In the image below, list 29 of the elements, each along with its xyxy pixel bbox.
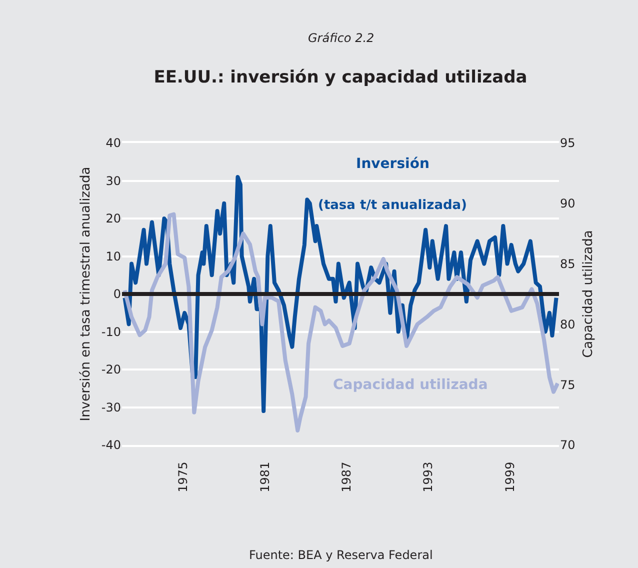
chart-subtitle: Gráfico 2.2 [308, 31, 374, 45]
source-note: Fuente: BEA y Reserva Federal [249, 548, 433, 562]
y2-tick-label: 75 [560, 378, 576, 392]
x-tick-label: 1993 [421, 462, 436, 492]
x-tick-label: 1999 [502, 462, 517, 492]
y-axis-title: Inversión en tasa trimestral anualizada [78, 166, 94, 422]
x-tick-label: 1975 [176, 462, 190, 492]
y-tick-label: -40 [101, 438, 121, 452]
y2-tick-label: 90 [560, 196, 576, 211]
x-tick-label: 1981 [258, 462, 272, 492]
y-tick-label: 10 [106, 249, 121, 264]
y-tick-label: 30 [106, 174, 121, 188]
y-tick-label: -10 [101, 324, 121, 339]
y2-tick-label: 70 [560, 438, 576, 452]
y2-tick-label: 85 [560, 257, 576, 271]
x-tick-label: 1987 [340, 462, 354, 492]
chart-title: EE.UU.: inversión y capacidad utilizada [154, 68, 528, 88]
y-tick-label: -30 [101, 400, 121, 414]
y-tick-label: 40 [106, 136, 121, 150]
y2-tick-label: 80 [560, 317, 576, 332]
y-tick-label: -20 [101, 362, 121, 377]
annotation: (tasa t/t anualizada) [318, 198, 467, 213]
y2-axis-title: Capacidad utilizada [580, 230, 596, 358]
y-tick-label: 20 [106, 212, 121, 226]
line-series [122, 212, 559, 432]
series-label: Capacidad utilizada [333, 377, 488, 393]
text: Inversión [356, 156, 430, 172]
y2-tick-label: 95 [560, 136, 576, 150]
y-tick-label: 0 [113, 287, 121, 302]
